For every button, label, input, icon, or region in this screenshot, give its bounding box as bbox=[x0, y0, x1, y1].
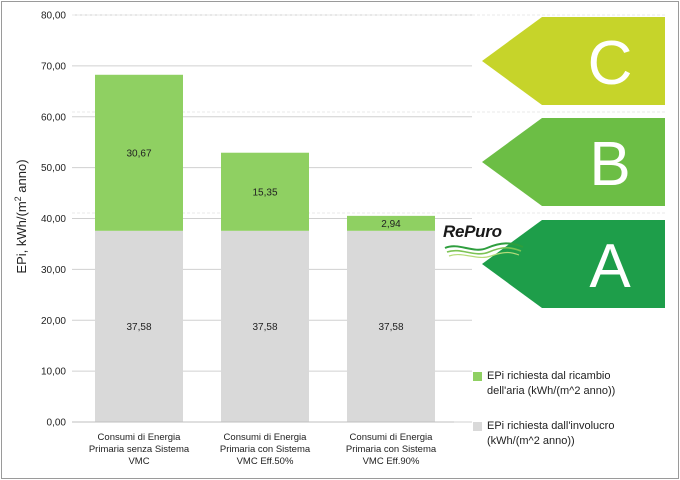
data-label: 37,58 bbox=[126, 322, 151, 333]
legend-label-ricambio-line1: EPi richiesta dal ricambio bbox=[487, 370, 611, 382]
x-tick-label: Primaria con Sistema bbox=[346, 444, 437, 455]
data-label: 30,67 bbox=[126, 148, 151, 159]
repuro-logo: RePuro bbox=[439, 220, 525, 260]
y-tick-label: 40,00 bbox=[41, 214, 66, 225]
x-tick-label: VMC Eff.90% bbox=[363, 456, 420, 467]
energy-class-b-label: B bbox=[589, 130, 630, 199]
data-label: 37,58 bbox=[378, 322, 403, 333]
x-tick-label: Primaria con Sistema bbox=[220, 444, 311, 455]
x-tick-label: Primaria senza Sistema bbox=[89, 444, 190, 455]
repuro-logo-text: RePuro bbox=[443, 222, 502, 241]
y-tick-label: 30,00 bbox=[41, 265, 66, 276]
y-axis-label: EPi, kWh/(m2 anno) bbox=[13, 159, 29, 273]
x-tick-label: VMC bbox=[128, 456, 149, 467]
energy-class-c-arrow bbox=[482, 17, 665, 105]
x-tick-label: VMC Eff.50% bbox=[237, 456, 294, 467]
data-label: 15,35 bbox=[252, 187, 277, 198]
energy-class-a-arrow bbox=[482, 220, 665, 308]
y-tick-label: 50,00 bbox=[41, 163, 66, 174]
energy-class-a-label: A bbox=[589, 232, 631, 301]
legend-item-ricambio-aria: EPi richiesta dal ricambio dell'aria (kW… bbox=[473, 369, 667, 399]
bar-involucro-3 bbox=[347, 230, 435, 422]
legend-label-involucro: EPi richiesta dall'involucro (kWh/(m^2 a… bbox=[487, 419, 667, 449]
bar-involucro-2 bbox=[221, 230, 309, 422]
data-label: 37,58 bbox=[252, 322, 277, 333]
bar-ricambio-aria-1 bbox=[95, 74, 183, 231]
energy-class-b-arrow bbox=[482, 118, 665, 206]
x-tick-label: Consumi di Energia bbox=[224, 432, 308, 443]
repuro-wave-icon bbox=[444, 242, 524, 259]
y-tick-label: 10,00 bbox=[41, 367, 66, 378]
energy-class-c-label: C bbox=[588, 29, 633, 98]
legend-item-involucro: EPi richiesta dall'involucro (kWh/(m^2 a… bbox=[473, 419, 667, 449]
legend-label-involucro-line2: (kWh/(m^2 anno)) bbox=[487, 435, 575, 447]
x-tick-label: Consumi di Energia bbox=[98, 432, 182, 443]
legend: EPi richiesta dal ricambio dell'aria (kW… bbox=[465, 359, 671, 461]
y-tick-label: 70,00 bbox=[41, 61, 66, 72]
y-tick-label: 80,00 bbox=[41, 11, 66, 22]
bar-ricambio-aria-2 bbox=[221, 152, 309, 231]
x-tick-label: Consumi di Energia bbox=[350, 432, 434, 443]
y-tick-label: 20,00 bbox=[41, 316, 66, 327]
bar-ricambio-aria-3 bbox=[347, 215, 435, 231]
legend-swatch-involucro bbox=[473, 422, 482, 431]
legend-label-ricambio-aria: EPi richiesta dal ricambio dell'aria (kW… bbox=[487, 369, 667, 399]
legend-label-involucro-line1: EPi richiesta dall'involucro bbox=[487, 420, 615, 432]
data-label: 2,94 bbox=[381, 219, 401, 230]
bar-involucro-1 bbox=[95, 230, 183, 422]
legend-label-ricambio-line2: dell'aria (kWh/(m^2 anno)) bbox=[487, 385, 616, 397]
y-tick-label: 60,00 bbox=[41, 112, 66, 123]
y-tick-label: 0,00 bbox=[47, 418, 67, 429]
legend-swatch-ricambio-aria bbox=[473, 372, 482, 381]
